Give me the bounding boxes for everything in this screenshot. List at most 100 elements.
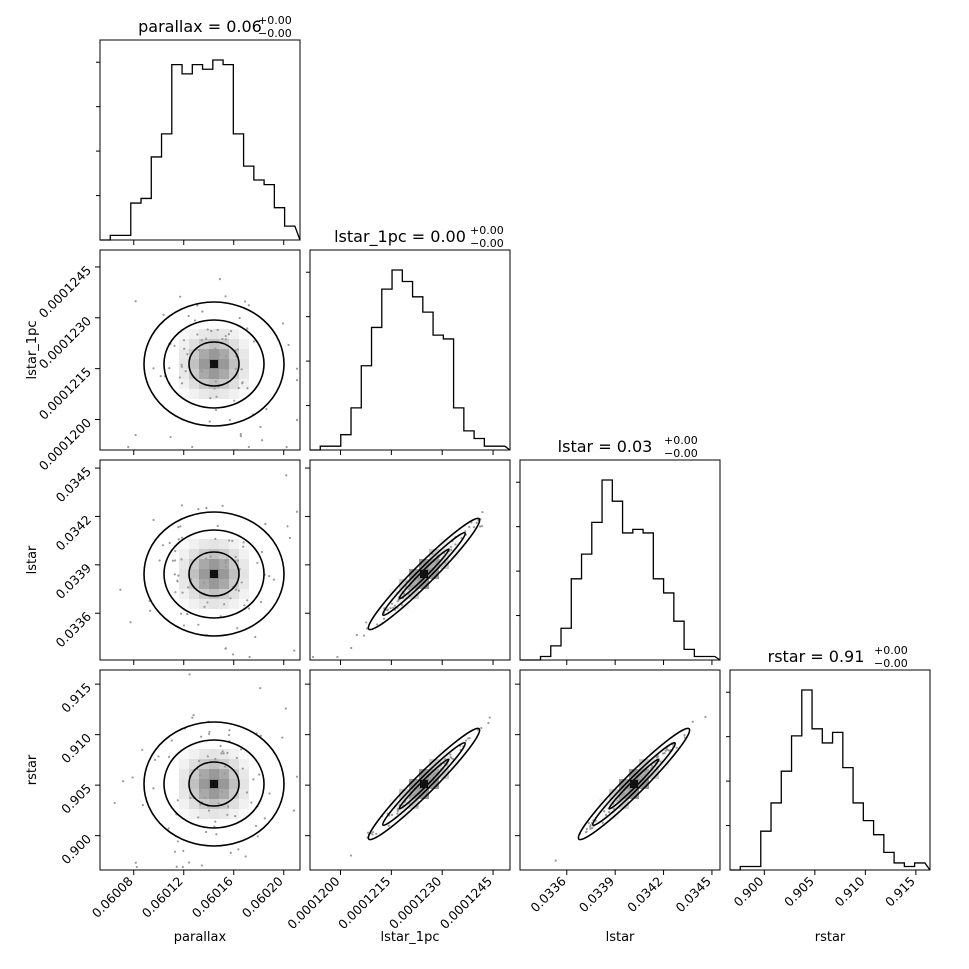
- sample-point: [387, 824, 390, 827]
- sample-point: [243, 604, 246, 607]
- sample-point: [604, 813, 608, 817]
- density-cell: [229, 779, 239, 789]
- sample-point: [413, 793, 416, 797]
- mode-marker: [420, 570, 428, 578]
- sample-point: [173, 850, 177, 853]
- sample-point: [259, 734, 262, 737]
- sample-point: [199, 803, 202, 806]
- density-cell: [209, 379, 219, 389]
- sample-point: [221, 504, 224, 507]
- sample-point: [214, 408, 218, 412]
- sample-point: [205, 786, 208, 789]
- sample-point: [175, 865, 178, 868]
- panel-parallax-vs-parallax: [96, 39, 301, 245]
- density-cell: [649, 759, 659, 769]
- sample-point: [366, 831, 370, 834]
- sample-point: [226, 751, 229, 755]
- sample-point: [161, 544, 165, 547]
- sample-point: [396, 812, 399, 815]
- density-cell: [199, 539, 209, 549]
- ytick-label-lstar_1pc: 0.0001215: [36, 364, 94, 422]
- density-cell: [199, 359, 209, 369]
- density-cell: [399, 789, 409, 799]
- contour-level-1: [143, 511, 285, 637]
- sample-point: [403, 592, 406, 595]
- title-parallax-sup: +0.00: [258, 14, 292, 27]
- sample-point: [237, 848, 240, 851]
- sample-point: [585, 830, 588, 833]
- ytick-label-rstar: 0.910: [58, 730, 94, 766]
- density-cell: [229, 349, 239, 359]
- sample-point: [295, 418, 299, 422]
- density-cell: [179, 559, 189, 569]
- sample-point: [589, 825, 592, 828]
- density-cell: [179, 389, 189, 399]
- density-cell: [449, 749, 459, 759]
- sample-point: [141, 803, 144, 807]
- density-cell: [239, 389, 249, 399]
- contour-level-1: [367, 517, 481, 631]
- sample-point: [239, 434, 242, 438]
- sample-point: [176, 799, 179, 802]
- sample-point: [661, 752, 665, 755]
- sample-point: [187, 314, 190, 318]
- sample-point: [237, 589, 241, 592]
- sample-point: [554, 859, 557, 862]
- sample-point: [184, 370, 187, 373]
- sample-point: [264, 522, 267, 526]
- sample-point: [214, 537, 217, 540]
- sample-point: [229, 597, 232, 600]
- density-cell: [639, 769, 649, 779]
- sample-point: [621, 794, 624, 797]
- panel-frame: [519, 459, 721, 661]
- density-cell: [429, 779, 439, 789]
- density-cell: [389, 599, 399, 609]
- sample-point: [206, 755, 209, 758]
- sample-point: [468, 525, 471, 529]
- density-cell: [179, 809, 189, 819]
- sample-point: [248, 655, 251, 659]
- xtick-label-parallax: 0.06008: [89, 873, 136, 920]
- density-cell: [239, 789, 249, 799]
- sample-point: [177, 538, 180, 541]
- sample-point: [268, 792, 271, 795]
- sample-point: [246, 327, 249, 330]
- density-cell: [239, 799, 249, 809]
- xlabel-parallax: parallax: [174, 930, 227, 945]
- sample-point: [239, 748, 243, 751]
- panel-lstar_1pc-vs-lstar_1pc: [306, 249, 511, 455]
- panel-frame: [309, 669, 511, 871]
- density-cell: [439, 559, 449, 569]
- density-cell: [229, 569, 239, 579]
- sample-point: [627, 787, 630, 790]
- xlabel-rstar: rstar: [815, 930, 846, 945]
- sample-point: [209, 555, 212, 558]
- sample-point: [168, 367, 171, 370]
- sample-point: [176, 579, 179, 582]
- sample-point: [205, 557, 208, 560]
- sample-point: [214, 820, 217, 823]
- xtick-label-lstar_1pc: 0.0001200: [284, 873, 342, 931]
- panel-frame: [309, 459, 511, 661]
- ytick-label-lstar_1pc: 0.0001245: [36, 262, 94, 320]
- sample-point: [224, 561, 227, 565]
- sample-point: [208, 364, 211, 367]
- sample-point: [480, 726, 483, 730]
- density-cell: [639, 759, 649, 769]
- sample-point: [200, 339, 203, 342]
- sample-point: [181, 865, 184, 869]
- xtick-label-lstar_1pc: 0.0001245: [437, 874, 495, 932]
- density-cell: [209, 809, 219, 819]
- sample-point: [437, 558, 440, 562]
- xtick-label-parallax: 0.06020: [239, 873, 286, 920]
- density-cell: [659, 759, 669, 769]
- contour-level-2: [163, 529, 265, 619]
- density-cell: [219, 369, 229, 379]
- sample-point: [390, 602, 394, 605]
- density-cell: [179, 769, 189, 779]
- sample-point: [200, 735, 203, 738]
- density-cell: [179, 369, 189, 379]
- sample-point: [171, 559, 175, 562]
- contour-level-3: [188, 761, 240, 807]
- density-cell: [219, 809, 229, 819]
